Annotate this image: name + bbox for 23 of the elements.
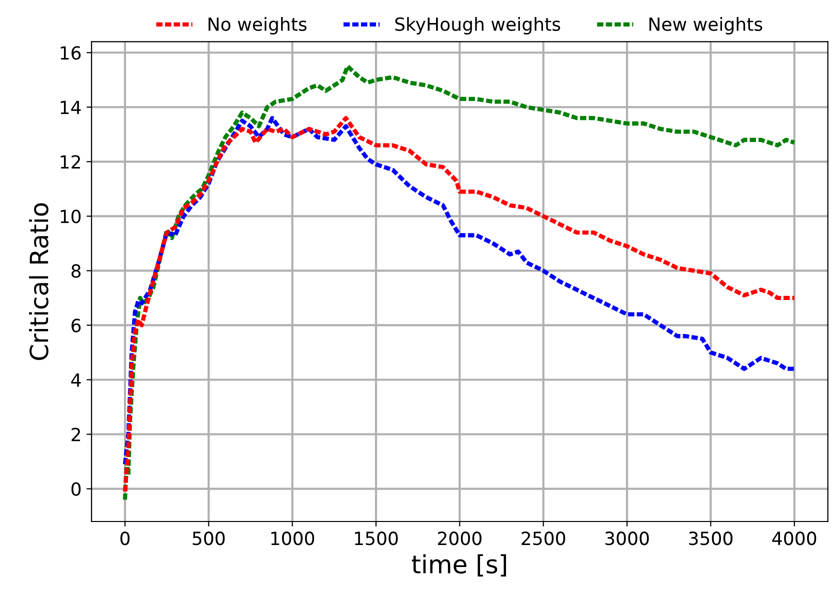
x-tick-label: 1000 xyxy=(271,532,314,546)
y-tick-label: 2 xyxy=(72,428,80,442)
y-tick-label: 10 xyxy=(60,210,81,224)
legend-label: New weights xyxy=(649,17,762,34)
y-tick-label: 0 xyxy=(72,482,81,496)
x-tick-label: 3000 xyxy=(605,532,649,546)
y-axis-title: Critical Ratio xyxy=(29,203,48,360)
y-tick-label: 6 xyxy=(72,318,81,332)
y-tick-label: 4 xyxy=(71,373,81,387)
legend-label: No weights xyxy=(208,17,307,34)
x-tick-label: 3500 xyxy=(689,532,732,546)
x-tick-label: 2500 xyxy=(522,532,566,546)
x-tick-label: 2000 xyxy=(438,532,482,546)
x-tick-label: 4000 xyxy=(772,532,816,546)
x-tick-label: 0 xyxy=(120,532,130,546)
y-tick-label: 16 xyxy=(60,46,81,60)
x-tick-label: 500 xyxy=(192,532,225,546)
x-tick-label: 1500 xyxy=(355,532,398,546)
y-tick-label: 8 xyxy=(72,264,81,278)
x-axis-title: time [s] xyxy=(412,554,506,577)
y-tick-label: 14 xyxy=(60,100,81,114)
legend-label: SkyHough weights xyxy=(395,17,560,34)
y-tick-label: 12 xyxy=(60,155,80,169)
